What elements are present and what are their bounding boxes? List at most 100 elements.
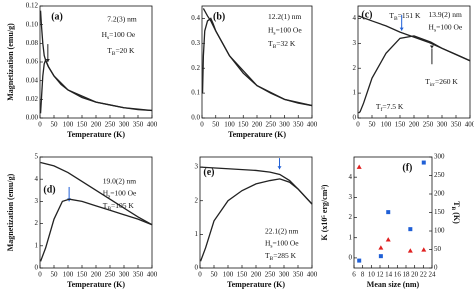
y2-axis-label: TB (K)	[450, 201, 461, 224]
x-tick-label: 50	[51, 271, 59, 279]
x-tick-label: 0	[198, 271, 202, 279]
y-tick-label: 3	[35, 197, 39, 205]
x-axis-label: Mean size (nm)	[367, 280, 420, 289]
annotation-part: B	[112, 51, 116, 57]
y-tick-label: 4	[35, 175, 39, 183]
annotation-part: B	[273, 44, 277, 50]
annotation-part: =100 Oe	[276, 25, 303, 34]
y2-tick-label: 150	[434, 208, 445, 216]
annotation: Hs=100 Oe	[103, 188, 137, 200]
point	[408, 227, 413, 232]
annotation: 13.9(2) nm	[429, 10, 462, 19]
annotation-part: =7.5 K	[382, 102, 403, 111]
y-tick-label: 0.02	[26, 95, 39, 103]
x-tick-label: 0	[356, 121, 360, 129]
y-tick-label: 0	[349, 254, 353, 262]
y-tick-label: 0.3	[191, 39, 200, 47]
annotation-part: =100 Oe	[436, 22, 463, 31]
y2-tick-label: 0	[434, 264, 438, 272]
y-tick-label: 4	[353, 14, 357, 22]
y2-axis-label-part: (K)	[452, 210, 461, 224]
panel-label: (d)	[43, 185, 55, 196]
x-tick-label: 22	[420, 271, 428, 279]
y2-axis-label-part: B	[450, 207, 456, 211]
x-tick-label: 150	[77, 121, 88, 129]
x-tick-label: 400	[307, 121, 318, 129]
x-tick-label: 0	[200, 121, 204, 129]
annotation-part: 12.2(1) nm	[268, 12, 301, 21]
curve	[201, 17, 313, 107]
x-tick-label: 250	[423, 121, 434, 129]
y-tick-label: 0.4	[191, 14, 200, 22]
annotation-part: T	[425, 77, 430, 86]
annotation: Hs=100 Oe	[268, 25, 302, 37]
panel-label: (e)	[203, 167, 214, 178]
y-tick-label: 3	[353, 39, 357, 47]
annotation-part: f	[381, 106, 383, 113]
annotation-part: s	[108, 194, 110, 200]
y-axis-label: Magnetization (emu/g)	[6, 173, 15, 251]
x-tick-label: 6	[352, 271, 356, 279]
x-tick-label: 150	[395, 121, 406, 129]
y-tick-label: 0.00	[26, 114, 39, 122]
y2-tick-label: 250	[434, 171, 445, 179]
annotation-part: =100 Oe	[273, 238, 300, 247]
panel-label: (a)	[51, 11, 63, 22]
x-tick-label: 150	[237, 271, 248, 279]
x-axis-label: Temperature (K)	[228, 130, 286, 139]
x-tick-label: 300	[279, 121, 290, 129]
x-tick-label: 18	[403, 271, 411, 279]
annotation-part: =285 K	[273, 251, 296, 260]
x-tick-label: 400	[147, 121, 158, 129]
panel-label: (b)	[213, 11, 225, 22]
panel-label: (f)	[402, 162, 412, 173]
y2-tick-label: 100	[434, 227, 445, 235]
x-axis-label: Temperature (K)	[227, 280, 285, 289]
annotation-part: =100 Oe	[110, 188, 137, 197]
annotation-part: T	[389, 11, 394, 20]
annotation-part: 13.9(2) nm	[429, 10, 462, 19]
annotation: 19.0(2) nm	[103, 176, 136, 185]
x-axis-label: Temperature (K)	[67, 130, 125, 139]
annotation-part: =20 K	[115, 46, 135, 55]
x-tick-label: 300	[437, 121, 448, 129]
x-tick-label: 14	[385, 271, 393, 279]
annotation-part: =100 Oe	[109, 30, 136, 39]
annotation-part: 19.0(2) nm	[103, 176, 136, 185]
x-tick-label: 250	[266, 121, 277, 129]
x-tick-label: 200	[91, 271, 102, 279]
y-tick-label: 0	[35, 264, 39, 272]
annotation-part: 7.2(3) nm	[107, 14, 137, 23]
x-tick-label: 400	[465, 121, 474, 129]
y-tick-label: 3	[349, 193, 353, 201]
x-tick-label: 250	[105, 121, 116, 129]
arrow-head	[429, 45, 434, 49]
x-tick-label: 350	[293, 121, 304, 129]
annotation-part: B	[394, 16, 398, 22]
x-tick-label: 24	[429, 271, 437, 279]
curve	[358, 35, 471, 114]
x-tick-label: 50	[369, 121, 377, 129]
point	[421, 247, 427, 252]
annotation: TB=151 K	[389, 11, 421, 23]
annotation-part: =105 K	[111, 201, 134, 210]
y-tick-label: 1	[35, 241, 39, 249]
annotation: Tirr=260 K	[425, 77, 458, 89]
annotation-part: H	[268, 25, 274, 34]
y-tick-label: 0.12	[26, 2, 39, 10]
x-tick-label: 20	[411, 271, 419, 279]
x-tick-label: 250	[105, 271, 116, 279]
annotation-part: =260 K	[435, 77, 458, 86]
x-tick-label: 50	[212, 121, 220, 129]
curve	[39, 198, 153, 262]
annotation-part: T	[107, 46, 112, 55]
curve	[199, 178, 313, 262]
x-tick-label: 200	[251, 271, 262, 279]
annotation: Hs=100 Oe	[265, 238, 299, 250]
x-tick-label: 50	[51, 121, 59, 129]
annotation-part: H	[103, 188, 109, 197]
y-tick-label: 0.06	[26, 58, 39, 66]
x-tick-label: 400	[147, 271, 158, 279]
y-tick-label: 0	[353, 114, 357, 122]
